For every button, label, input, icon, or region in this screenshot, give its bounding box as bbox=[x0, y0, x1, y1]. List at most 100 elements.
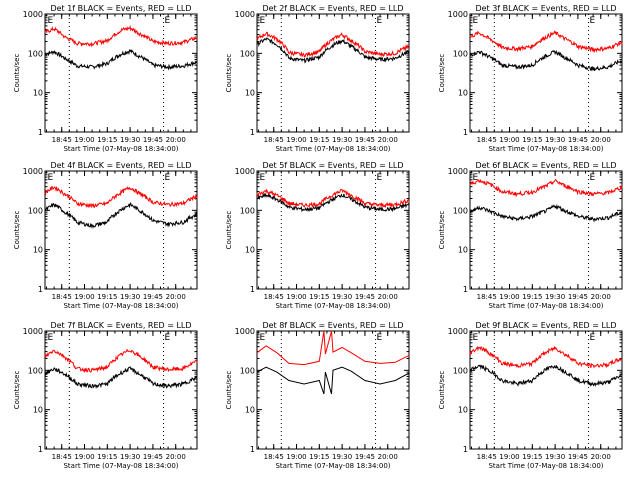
x-tick-label: 19:30 bbox=[332, 136, 352, 144]
x-tick-label: 19:15 bbox=[309, 136, 329, 144]
panel-title: Det 2f BLACK = Events, RED = LLD bbox=[262, 4, 403, 13]
lld-series-line bbox=[44, 348, 198, 374]
y-axis-label: Counts/sec bbox=[225, 371, 233, 410]
plot-frame bbox=[256, 170, 410, 290]
y-tick-label: 1 bbox=[250, 128, 255, 137]
y-axis-label: Counts/sec bbox=[225, 211, 233, 250]
y-tick-label: 1 bbox=[463, 128, 468, 137]
x-tick-label: 18:45 bbox=[477, 453, 497, 461]
e-annotation: E bbox=[377, 173, 383, 183]
plot-frame bbox=[256, 330, 410, 450]
y-tick-label: 1000 bbox=[448, 327, 468, 336]
lld-series-line bbox=[469, 178, 623, 198]
lld-series-line bbox=[256, 188, 410, 209]
x-tick-label: 19:15 bbox=[309, 293, 329, 301]
y-axis-label: Counts/sec bbox=[438, 211, 446, 250]
e-annotation: E bbox=[473, 16, 479, 26]
x-tick-label: 19:00 bbox=[499, 293, 519, 301]
e-annotation: E bbox=[473, 173, 479, 183]
y-tick-label: 1000 bbox=[448, 10, 468, 19]
x-tick-label: 19:00 bbox=[74, 453, 94, 461]
y-tick-label: 1 bbox=[38, 285, 43, 294]
x-tick-label: 19:00 bbox=[286, 293, 306, 301]
x-tick-label: 19:15 bbox=[522, 293, 542, 301]
plot-frame bbox=[44, 330, 198, 450]
lld-series-line bbox=[256, 31, 410, 58]
e-annotation: E bbox=[260, 16, 266, 26]
events-series-line bbox=[469, 49, 623, 72]
detector-panel-1: Det 1f BLACK = Events, RED = LLD 1 10 100 10… bbox=[13, 4, 198, 153]
x-tick-label: 20:00 bbox=[378, 453, 398, 461]
x-tick-label: 19:30 bbox=[545, 136, 565, 144]
x-axis-label: Start Time (07-May-08 18:34:00) bbox=[488, 145, 603, 153]
e-annotation: E bbox=[260, 333, 266, 343]
panel-title: Det 6f BLACK = Events, RED = LLD bbox=[475, 161, 616, 170]
x-tick-label: 19:15 bbox=[97, 136, 117, 144]
x-tick-label: 19:30 bbox=[332, 453, 352, 461]
detector-panel-4: Det 4f BLACK = Events, RED = LLD 1 10 100 10… bbox=[13, 161, 198, 310]
x-tick-label: 19:45 bbox=[355, 453, 375, 461]
lld-series-line bbox=[44, 186, 198, 209]
x-tick-label: 19:45 bbox=[143, 453, 163, 461]
x-tick-label: 20:00 bbox=[378, 293, 398, 301]
x-tick-label: 20:00 bbox=[591, 453, 611, 461]
y-tick-label: 1 bbox=[463, 445, 468, 454]
y-tick-label: 10 bbox=[33, 406, 43, 415]
events-series-line bbox=[256, 366, 410, 395]
events-series-line bbox=[44, 202, 198, 229]
e-annotation: E bbox=[165, 173, 171, 183]
x-tick-label: 19:45 bbox=[355, 293, 375, 301]
y-tick-label: 1 bbox=[250, 445, 255, 454]
x-tick-label: 19:30 bbox=[545, 453, 565, 461]
x-tick-label: 19:45 bbox=[143, 136, 163, 144]
events-series-line bbox=[469, 203, 623, 223]
y-tick-label: 10 bbox=[458, 246, 468, 255]
plot-frame bbox=[469, 330, 623, 450]
panel-title: Det 7f BLACK = Events, RED = LLD bbox=[50, 321, 191, 330]
y-tick-label: 1 bbox=[38, 128, 43, 137]
detector-panel-8: Det 8f BLACK = Events, RED = LLD 1 10 100 10… bbox=[225, 321, 410, 470]
y-tick-label: 10 bbox=[458, 406, 468, 415]
detector-panel-6: Det 6f BLACK = Events, RED = LLD 1 10 100 10… bbox=[438, 161, 623, 310]
e-annotation: E bbox=[260, 173, 266, 183]
y-tick-label: 10 bbox=[245, 406, 255, 415]
y-tick-label: 1000 bbox=[235, 167, 255, 176]
y-tick-label: 1000 bbox=[23, 10, 43, 19]
x-tick-label: 20:00 bbox=[166, 453, 186, 461]
panel-title: Det 3f BLACK = Events, RED = LLD bbox=[475, 4, 616, 13]
y-tick-label: 100 bbox=[453, 206, 468, 215]
x-tick-label: 19:00 bbox=[499, 453, 519, 461]
x-tick-label: 19:00 bbox=[74, 293, 94, 301]
e-annotation: E bbox=[377, 16, 383, 26]
x-axis-label: Start Time (07-May-08 18:34:00) bbox=[63, 462, 178, 470]
x-tick-label: 19:30 bbox=[332, 293, 352, 301]
panel-title: Det 8f BLACK = Events, RED = LLD bbox=[262, 321, 403, 330]
x-tick-label: 18:45 bbox=[477, 136, 497, 144]
y-axis-label: Counts/sec bbox=[438, 54, 446, 93]
x-tick-label: 19:45 bbox=[568, 136, 588, 144]
panel-title: Det 9f BLACK = Events, RED = LLD bbox=[475, 321, 616, 330]
events-series-line bbox=[469, 364, 623, 388]
x-tick-label: 19:00 bbox=[286, 136, 306, 144]
y-tick-label: 100 bbox=[240, 49, 255, 58]
lld-series-line bbox=[469, 30, 623, 53]
y-tick-label: 10 bbox=[33, 246, 43, 255]
x-tick-label: 18:45 bbox=[264, 453, 284, 461]
y-tick-label: 100 bbox=[453, 49, 468, 58]
x-axis-label: Start Time (07-May-08 18:34:00) bbox=[63, 145, 178, 153]
e-annotation: E bbox=[48, 16, 54, 26]
y-tick-label: 10 bbox=[245, 89, 255, 98]
y-tick-label: 1000 bbox=[235, 10, 255, 19]
x-axis-label: Start Time (07-May-08 18:34:00) bbox=[275, 462, 390, 470]
x-tick-label: 18:45 bbox=[477, 293, 497, 301]
y-tick-label: 100 bbox=[453, 366, 468, 375]
x-tick-label: 20:00 bbox=[166, 136, 186, 144]
x-tick-label: 19:45 bbox=[568, 293, 588, 301]
x-tick-label: 19:15 bbox=[309, 453, 329, 461]
lld-series-line bbox=[256, 330, 410, 366]
x-tick-label: 19:15 bbox=[522, 453, 542, 461]
y-tick-label: 10 bbox=[458, 89, 468, 98]
x-tick-label: 19:30 bbox=[545, 293, 565, 301]
detector-panel-2: Det 2f BLACK = Events, RED = LLD 1 10 100 10… bbox=[225, 4, 410, 153]
x-tick-label: 19:30 bbox=[120, 293, 140, 301]
